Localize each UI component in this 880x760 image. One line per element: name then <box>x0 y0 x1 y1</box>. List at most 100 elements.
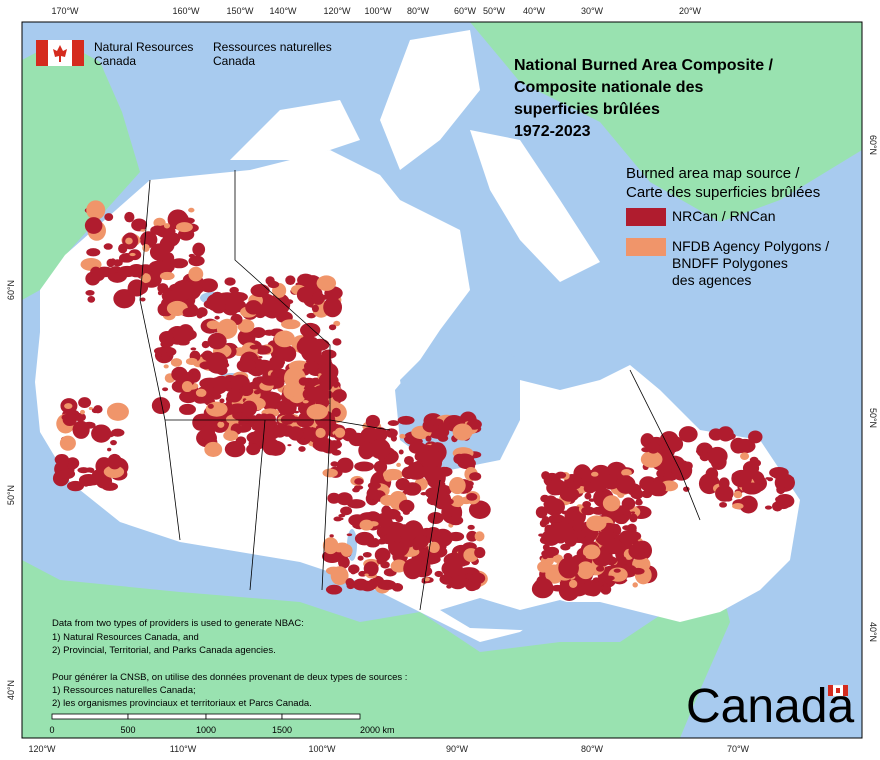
burn-patch <box>322 468 338 478</box>
burn-patch <box>207 403 214 409</box>
burn-patch <box>705 476 714 485</box>
longitude-label: 150°W <box>226 6 254 16</box>
burn-patch <box>175 222 193 233</box>
longitude-label: 80°W <box>581 744 604 754</box>
burn-patch <box>267 280 280 289</box>
burn-patch <box>383 508 401 520</box>
burn-patch <box>767 477 774 482</box>
burn-patch <box>259 287 267 294</box>
burn-patch <box>397 415 415 425</box>
burn-patch <box>107 447 112 452</box>
longitude-label: 30°W <box>581 6 604 16</box>
burn-patch <box>619 530 637 546</box>
burn-patch <box>581 506 595 516</box>
burn-patch <box>408 442 427 454</box>
border <box>139 179 181 541</box>
burn-patch <box>388 431 395 438</box>
burn-patch <box>328 324 337 331</box>
burn-patch <box>366 539 376 548</box>
burn-patch <box>306 404 329 420</box>
longitude-label: 50°W <box>483 6 506 16</box>
burn-patch <box>555 471 567 479</box>
burn-patch <box>368 521 379 527</box>
logo-text: Canada <box>94 54 136 68</box>
burn-patch <box>467 524 475 530</box>
burn-patch <box>568 511 583 521</box>
burn-patch <box>367 481 381 490</box>
burn-patch <box>581 581 600 596</box>
burn-patch <box>159 271 175 281</box>
burn-patch <box>195 388 207 398</box>
burn-patch <box>153 347 167 355</box>
burn-patch <box>190 347 197 351</box>
burn-patch <box>369 438 391 460</box>
burn-patch <box>327 492 341 504</box>
burn-patch <box>199 278 218 293</box>
burn-patch <box>214 315 220 320</box>
burn-patch <box>399 433 406 439</box>
scale-segment <box>51 713 129 720</box>
burn-patch <box>311 291 325 305</box>
burn-patch <box>185 357 198 366</box>
burn-patch <box>396 462 401 468</box>
burn-patch <box>148 260 168 273</box>
burn-patch <box>582 501 592 508</box>
burn-patch <box>662 437 681 453</box>
burn-patch <box>707 446 728 466</box>
legend: NRCan / RNCan NFDB Agency Polygons /BNDFF… <box>626 208 829 288</box>
burn-patch <box>443 552 465 568</box>
burn-patch <box>104 213 114 221</box>
burn-patch <box>255 378 261 383</box>
burn-patch <box>288 426 304 441</box>
burn-patch <box>326 440 343 450</box>
burn-patch <box>302 399 309 404</box>
legend-label: NRCan / RNCan <box>672 208 775 224</box>
burn-patch <box>296 286 313 303</box>
burn-patch <box>558 557 579 579</box>
note-line: 2) Provincial, Territorial, and Parks Ca… <box>52 645 276 656</box>
burn-patch <box>699 451 710 462</box>
latitude-label: 40°N <box>6 680 16 700</box>
burn-patch <box>580 534 586 539</box>
burn-patch <box>179 390 198 404</box>
burn-patch <box>333 320 341 327</box>
burn-patch <box>119 255 127 263</box>
burn-patch <box>615 475 636 494</box>
burn-patch <box>235 436 247 446</box>
burn-patch <box>188 266 204 282</box>
burn-patch <box>466 492 478 501</box>
burn-patch <box>413 535 429 549</box>
burn-patch <box>596 565 605 572</box>
burn-patch <box>139 231 158 248</box>
burn-patch <box>302 386 323 402</box>
burn-patch <box>124 211 135 223</box>
wordmark-flag <box>828 685 833 696</box>
burn-patch <box>618 514 628 524</box>
burn-patch <box>181 381 193 393</box>
burn-patch <box>548 514 565 523</box>
burn-patch <box>163 223 171 229</box>
burn-patch <box>357 555 364 561</box>
burn-patch <box>584 492 592 500</box>
burn-patch <box>373 460 388 474</box>
burn-patch <box>170 258 189 269</box>
burn-patch <box>91 424 112 443</box>
burn-patch <box>236 358 257 373</box>
burn-patch <box>206 320 221 330</box>
burn-patch <box>177 324 195 343</box>
burn-patch <box>358 441 375 460</box>
burn-patch <box>717 426 734 442</box>
burn-patch <box>578 554 586 560</box>
burn-patch <box>449 477 466 495</box>
burn-patch <box>621 468 632 477</box>
burn-patch <box>107 453 122 470</box>
burn-patch <box>427 511 444 524</box>
burn-patch <box>89 269 106 282</box>
scale-label: 500 <box>120 725 135 735</box>
burn-patch <box>204 441 223 457</box>
burn-patch <box>464 573 473 580</box>
wordmark-flag <box>843 685 848 696</box>
burn-patch <box>452 423 473 441</box>
burn-patch <box>200 425 216 441</box>
scale-label: 2000 km <box>360 725 395 735</box>
